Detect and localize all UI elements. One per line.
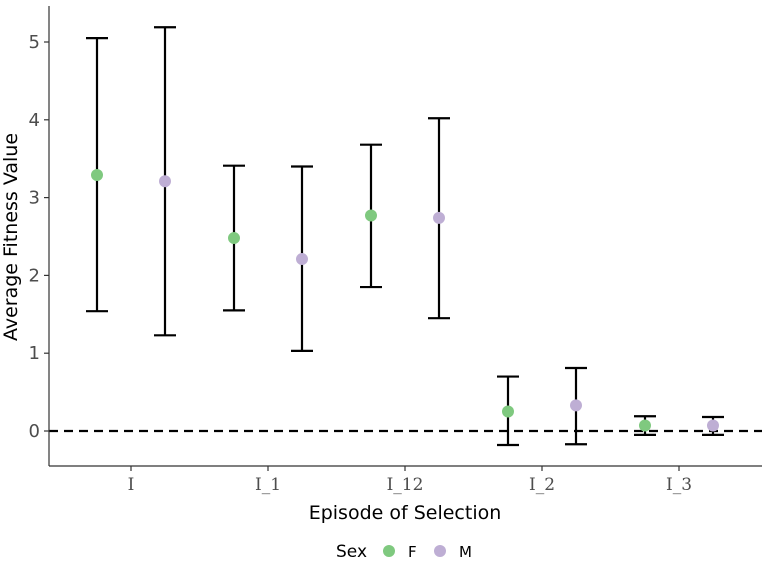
x-tick-label: I_12 [387, 475, 424, 495]
point-f [639, 419, 651, 432]
error-bars [86, 26, 724, 447]
y-axis-ticks: 0 1 2 3 4 5 [29, 32, 49, 442]
point-m [433, 211, 445, 224]
point-m [159, 175, 171, 188]
x-axis-title: Episode of Selection [309, 502, 502, 524]
point-f [502, 405, 514, 418]
legend-title: Sex [336, 542, 367, 562]
x-tick-label: I_1 [255, 475, 281, 495]
legend-label-f: F [408, 543, 417, 561]
point-m [296, 253, 308, 266]
data-points [91, 169, 719, 432]
point-f [91, 169, 103, 182]
y-tick-label: 4 [29, 110, 40, 131]
y-tick-label: 3 [29, 188, 40, 209]
point-f [365, 209, 377, 222]
y-tick-label: 2 [29, 265, 40, 286]
legend-swatch-m [434, 545, 446, 557]
point-f [228, 232, 240, 245]
y-tick-label: 1 [29, 343, 40, 364]
y-axis-title: Average Fitness Value [0, 133, 22, 341]
x-tick-label: I_2 [529, 475, 555, 495]
y-tick-label: 0 [29, 421, 40, 442]
x-tick-label: I_3 [666, 475, 692, 495]
legend-swatch-f [383, 545, 395, 557]
y-tick-label: 5 [29, 32, 40, 53]
x-tick-label: I [128, 475, 135, 495]
x-axis-ticks: I I_1 I_12 I_2 I_3 [128, 466, 692, 495]
legend-label-m: M [459, 543, 472, 561]
point-m [707, 419, 719, 432]
legend: Sex F M [336, 542, 472, 562]
point-m [570, 399, 582, 412]
